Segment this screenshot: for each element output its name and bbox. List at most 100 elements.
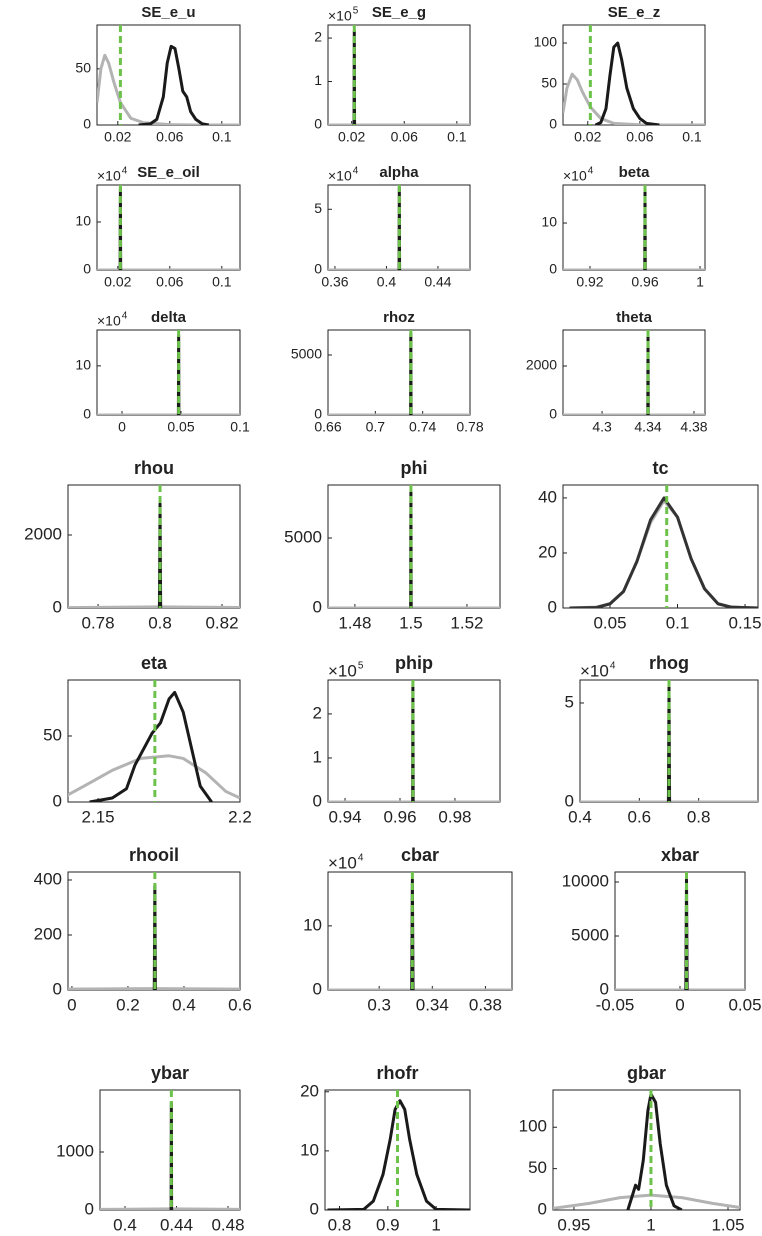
- x-tick-label: 0.44: [424, 274, 451, 290]
- curves: [569, 485, 758, 608]
- density-curve: [327, 1099, 470, 1210]
- axis-exponent: ×10: [328, 168, 352, 184]
- y-tick-label: 0: [85, 1199, 94, 1218]
- subplot: rhou 0 2000 0.78 0.8 0.82: [24, 458, 241, 632]
- subplot-title: rhog: [649, 653, 689, 673]
- y-tick-label: 10: [303, 915, 322, 934]
- subplot: beta ×10 4 0 10 0.92 0.96 1: [541, 164, 706, 290]
- x-tick-label: 0.9: [376, 1215, 400, 1234]
- axis-exponent-power: 4: [122, 311, 128, 322]
- x-tick-label: 0.38: [469, 995, 502, 1014]
- plot-area: [327, 484, 501, 609]
- y-tick-label: 2000: [24, 524, 62, 543]
- subplot: tc 0 20 40 0.05 0.1 0.15: [538, 458, 762, 633]
- subplot-title: beta: [619, 164, 651, 181]
- curves: [328, 485, 500, 608]
- subplot-title: rhoz: [383, 309, 415, 326]
- subplot: eta 0 50 2.15 2.2: [43, 653, 252, 827]
- y-tick-label: 0: [549, 406, 557, 422]
- y-tick-label: 0: [310, 1199, 319, 1218]
- subplot: SE_e_oil ×10 4 0 10 0.02 0.06 0.1: [75, 164, 241, 290]
- x-tick-label: 0.95: [557, 1215, 590, 1234]
- x-tick-label: 1.5: [399, 613, 423, 632]
- subplot: phi 0 5000 1.48 1.5 1.52: [284, 458, 501, 632]
- x-tick-label: 0: [118, 419, 126, 435]
- subplot-title: xbar: [661, 845, 699, 865]
- x-tick-label: 0.78: [456, 419, 483, 435]
- plot-area: [327, 871, 513, 991]
- subplot-title: rhou: [134, 458, 174, 478]
- x-tick-label: 0.1: [212, 274, 232, 290]
- y-tick-label: 0: [548, 597, 557, 616]
- axis-exponent: ×10: [97, 313, 121, 329]
- subplot-title: rhofr: [377, 1063, 419, 1083]
- subplot-title: phi: [401, 458, 428, 478]
- x-tick-label: 0.94: [328, 807, 361, 826]
- x-tick-label: 0.96: [383, 807, 416, 826]
- y-tick-label: 1: [313, 747, 322, 766]
- y-tick-label: 50: [43, 725, 62, 744]
- x-tick-label: 0.66: [314, 419, 341, 435]
- x-tick-label: 1: [696, 274, 704, 290]
- subplot-title: phip: [395, 653, 433, 673]
- axis-exponent: ×10: [580, 661, 609, 680]
- curves: [97, 25, 240, 125]
- axis-exponent-power: 4: [353, 166, 359, 177]
- y-tick-label: 0: [314, 406, 322, 422]
- y-tick-label: 10: [75, 357, 91, 373]
- curves: [328, 25, 470, 125]
- plot-area: [562, 184, 706, 271]
- curves: [563, 25, 705, 125]
- axis-exponent-power: 4: [358, 853, 364, 864]
- y-tick-label: 2000: [526, 357, 557, 373]
- curves: [328, 872, 512, 990]
- y-tick-label: 0: [53, 597, 62, 616]
- y-tick-label: 2: [314, 29, 322, 45]
- y-tick-label: 0: [83, 116, 91, 132]
- curves: [553, 1090, 740, 1210]
- x-tick-label: 0.15: [728, 613, 761, 632]
- subplot: delta ×10 4 0 10 0 0.05 0.1: [75, 309, 250, 435]
- y-tick-label: 0: [53, 979, 62, 998]
- y-tick-label: 20: [300, 1081, 319, 1100]
- x-tick-label: 0.3: [367, 995, 391, 1014]
- x-tick-label: 0.8: [328, 1215, 352, 1234]
- plot-area: [96, 329, 241, 416]
- x-tick-label: 0.05: [593, 613, 626, 632]
- x-tick-label: 0.92: [576, 274, 603, 290]
- y-tick-label: 5000: [571, 925, 609, 944]
- y-tick-label: 1000: [56, 1141, 94, 1160]
- x-tick-label: 0.06: [156, 129, 183, 145]
- axis-exponent-power: 5: [358, 661, 364, 672]
- y-tick-label: 100: [519, 1117, 547, 1136]
- subplot-title: SE_e_u: [141, 4, 195, 21]
- y-tick-label: 10000: [562, 871, 609, 890]
- subplot: gbar 0 50 100 0.95 1 1.05: [519, 1063, 745, 1235]
- x-tick-label: 0.4: [113, 1215, 137, 1234]
- subplot-title: tc: [652, 458, 668, 478]
- subplot-title: ybar: [151, 1063, 189, 1083]
- x-tick-label: 1.52: [450, 613, 483, 632]
- axis-exponent: ×10: [328, 853, 357, 872]
- subplot: rhoz 0 5000 0.66 0.7 0.74 0.78: [291, 309, 484, 435]
- subplot: theta 0 2000 4.3 4.34 4.38: [526, 309, 708, 435]
- subplot-title: eta: [141, 653, 168, 673]
- x-tick-label: 0.02: [104, 274, 131, 290]
- subplot-title: alpha: [379, 164, 419, 181]
- plot-area: [96, 24, 241, 126]
- curves: [68, 485, 240, 608]
- x-tick-label: 0: [67, 995, 76, 1014]
- subplot: SE_e_u 0 50 0.02 0.06 0.1: [75, 4, 241, 145]
- y-tick-label: 0: [313, 597, 322, 616]
- plot-area: [67, 484, 241, 609]
- subplot-title: SE_e_g: [372, 4, 426, 21]
- x-tick-label: 0.1: [447, 129, 467, 145]
- x-tick-label: 0.2: [116, 995, 140, 1014]
- y-tick-label: 0: [565, 791, 574, 810]
- plot-area: [562, 329, 706, 416]
- x-tick-label: 0.02: [338, 129, 365, 145]
- y-tick-label: 5: [314, 200, 322, 216]
- density-curve: [89, 690, 213, 802]
- axis-exponent-power: 4: [588, 166, 594, 177]
- subplot-title: SE_e_oil: [137, 164, 200, 181]
